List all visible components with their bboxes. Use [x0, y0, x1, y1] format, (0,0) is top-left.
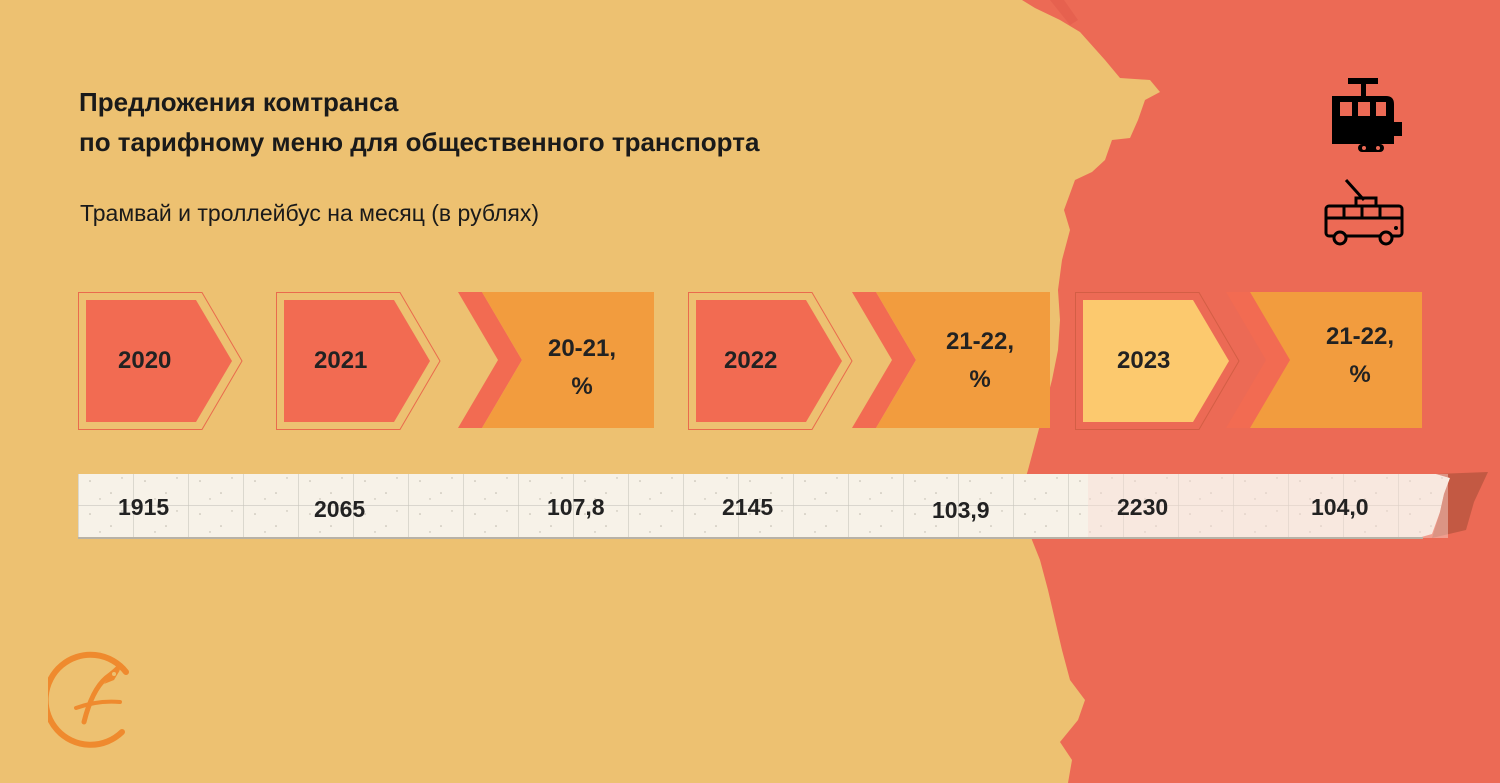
value-pct-2022: 103,9: [932, 497, 990, 523]
pct-label-2023: 21-22, %: [1316, 318, 1404, 394]
pct-label-2022-line2: %: [969, 366, 991, 393]
value-pct-2023: 104,0: [1311, 494, 1369, 520]
year-label-2021: 2021: [314, 347, 368, 374]
value-pct-2021: 107,8: [547, 494, 605, 520]
values-strip: [78, 472, 1488, 539]
value-2020: 1915: [118, 494, 170, 520]
page-subtitle: Трамвай и троллейбус на месяц (в рублях): [80, 200, 540, 226]
year-tile-2022: 2022: [688, 292, 854, 430]
title-line-1: Предложения комтранса: [79, 87, 399, 117]
pct-tile-2023: 21-22, %: [1226, 292, 1422, 428]
year-tile-2020: 2020: [78, 292, 244, 430]
pct-tile-2021: 20-21, %: [458, 292, 654, 428]
year-label-2022: 2022: [724, 347, 778, 374]
pct-label-2023-line2: %: [1349, 361, 1371, 388]
year-tile-2023: 2023: [1075, 292, 1241, 430]
title-line-2: по тарифному меню для общественного тран…: [79, 127, 760, 157]
value-2022: 2145: [722, 494, 774, 520]
trolleybus-icon: [1324, 178, 1404, 246]
pct-label-2023-line1: 21-22,: [1325, 323, 1395, 350]
pct-tile-2022: 21-22, %: [852, 292, 1050, 428]
pct-label-2021-line2: %: [571, 373, 593, 400]
pct-label-2021-line1: 20-21,: [547, 335, 617, 362]
pct-label-2021: 20-21, %: [538, 330, 626, 406]
year-label-2023: 2023: [1117, 347, 1171, 374]
tram-icon: [1332, 78, 1402, 152]
pct-label-2022-line1: 21-22,: [945, 328, 1015, 355]
value-2021: 2065: [314, 496, 366, 522]
value-2023: 2230: [1117, 494, 1169, 520]
page-title: Предложения комтранса по тарифному меню …: [79, 82, 759, 162]
year-tile-2021: 2021: [276, 292, 442, 430]
logo-icon: [48, 651, 129, 748]
year-label-2020: 2020: [118, 347, 172, 374]
pct-label-2022: 21-22, %: [936, 323, 1024, 399]
